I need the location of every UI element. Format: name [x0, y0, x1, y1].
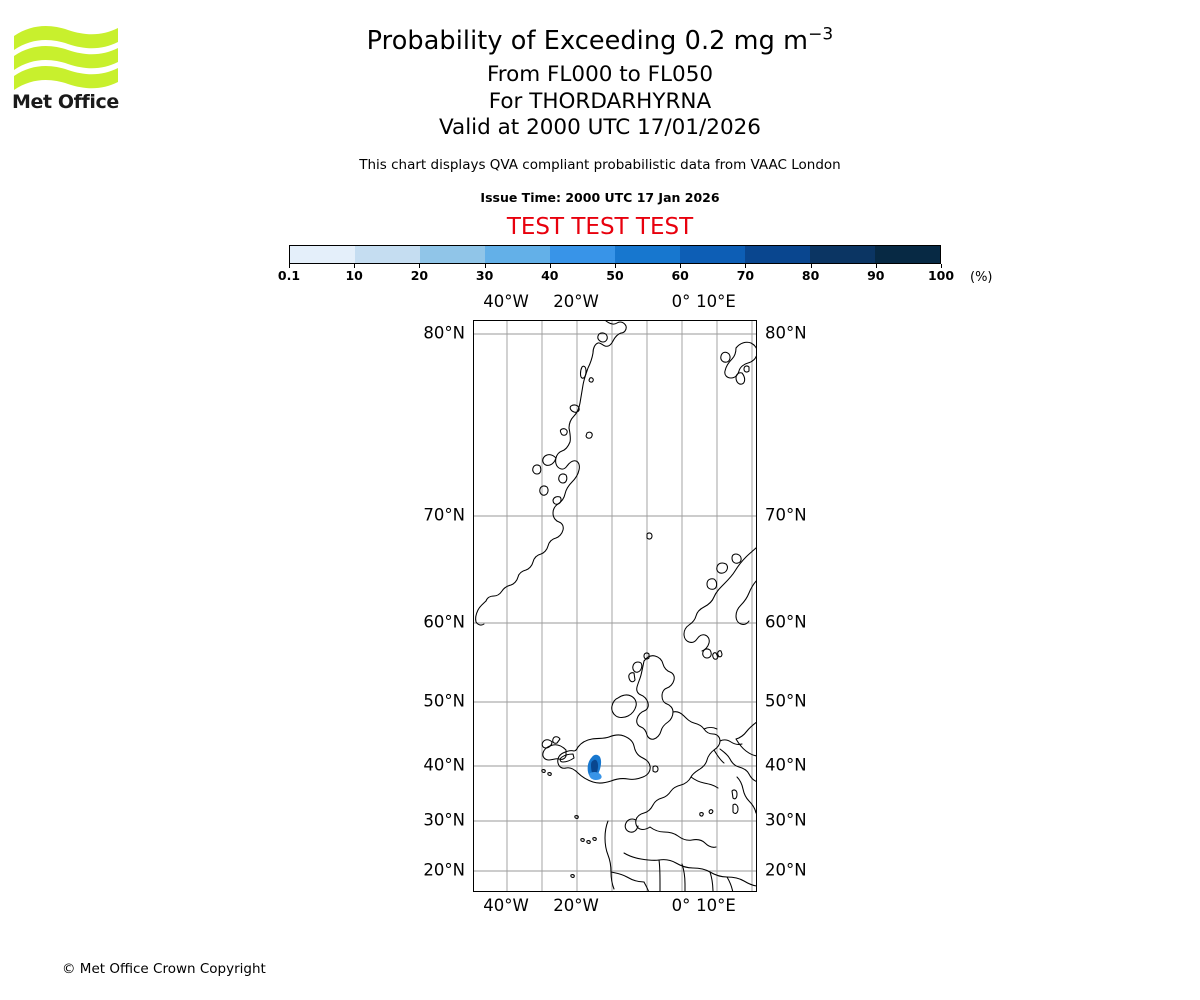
colorbar-segment-6 [680, 246, 745, 263]
colorbar-segment-5 [615, 246, 680, 263]
colorbar-ticklabel-20: 20 [410, 268, 429, 283]
colorbar-segment-8 [810, 246, 875, 263]
coastline-paths [475, 321, 756, 891]
lat-label-right-70°N: 70°N [765, 505, 807, 525]
volcanic-ash-plume [587, 754, 602, 780]
map-canvas [474, 321, 756, 891]
lat-label-left-30°N: 30°N [423, 810, 465, 830]
colorbar-tickmark-40 [549, 264, 551, 268]
colorbar-segment-7 [745, 246, 810, 263]
colorbar-tickmark-0.1 [289, 264, 290, 268]
colorbar-tickmark-30 [484, 264, 486, 268]
colorbar-tickmark-70 [745, 264, 747, 268]
issue-time: Issue Time: 2000 UTC 17 Jan 2026 [480, 190, 720, 205]
colorbar-ticklabel-30: 30 [475, 268, 494, 283]
met-office-waves-icon [14, 26, 118, 90]
lat-label-left-80°N: 80°N [423, 323, 465, 343]
colorbar-ticklabel-50: 50 [606, 268, 624, 283]
lat-label-right-40°N: 40°N [765, 755, 807, 775]
colorbar-segment-4 [550, 246, 615, 263]
lat-label-left-50°N: 50°N [423, 691, 465, 711]
map-plot-area[interactable] [473, 320, 757, 892]
met-office-logo [12, 22, 122, 117]
colorbar-ticklabel-0.1: 0.1 [277, 268, 301, 283]
valid-time: Valid at 2000 UTC 17/01/2026 [438, 115, 761, 140]
colorbar-tickmark-100 [941, 264, 942, 268]
colorbar-unit-label: (%) [970, 270, 993, 285]
colorbar-ticklabel-90: 90 [867, 268, 885, 283]
lon-label-top-20°W: 20°W [553, 292, 599, 311]
colorbar-segment-1 [355, 246, 420, 263]
colorbar-segment-2 [420, 246, 485, 263]
page-title-exponent: −3 [808, 24, 834, 45]
map-gridlines [474, 321, 756, 891]
colorbar-tickmark-80 [810, 264, 812, 268]
lat-label-right-80°N: 80°N [765, 323, 807, 343]
probability-colorbar [289, 245, 941, 264]
colorbar-segment-3 [485, 246, 550, 263]
colorbar-ticklabel-80: 80 [801, 268, 820, 283]
met-office-wordmark: Met Office [12, 91, 119, 113]
colorbar-ticklabel-10: 10 [345, 268, 363, 283]
colorbar-tickmark-10 [354, 264, 356, 268]
colorbar-ticklabel-40: 40 [541, 268, 559, 283]
lon-label-top-40°W: 40°W [483, 292, 529, 311]
colorbar-ticklabel-70: 70 [736, 268, 755, 283]
lat-label-left-20°N: 20°N [423, 860, 465, 880]
lat-label-right-50°N: 50°N [765, 691, 807, 711]
lon-label-top-0°: 0° [671, 292, 691, 311]
lat-label-right-20°N: 20°N [765, 860, 807, 880]
test-banner: TEST TEST TEST [506, 214, 694, 240]
colorbar-tick-axis: 0.1 10 20 30 40 50 60 70 80 90 100 [278, 264, 954, 284]
lat-label-right-30°N: 30°N [765, 810, 807, 830]
colorbar-ticklabel-100: 100 [927, 268, 955, 283]
lon-label-top-10°E: 10°E [696, 292, 736, 311]
lon-label-bottom-40°W: 40°W [483, 896, 529, 915]
lon-label-bottom-20°W: 20°W [553, 896, 599, 915]
volcano-name: For THORDARHYRNA [488, 89, 712, 114]
lat-label-left-60°N: 60°N [423, 612, 465, 632]
colorbar-segment-0 [290, 246, 355, 263]
colorbar-ticklabel-60: 60 [671, 268, 689, 283]
lon-label-bottom-10°E: 10°E [696, 896, 736, 915]
page-title-text: Probability of Exceeding 0.2 mg m [366, 26, 809, 56]
colorbar-tickmark-50 [615, 264, 616, 268]
lon-label-bottom-0°: 0° [671, 896, 691, 915]
colorbar-tickmark-20 [419, 264, 421, 268]
lat-label-left-70°N: 70°N [423, 505, 465, 525]
copyright-notice: © Met Office Crown Copyright [62, 961, 266, 977]
page-title: Probability of Exceeding 0.2 mg m−3 [0, 26, 1200, 56]
lat-label-left-40°N: 40°N [423, 755, 465, 775]
flight-level-range: From FL000 to FL050 [486, 62, 714, 87]
qva-note: This chart displays QVA compliant probab… [359, 157, 841, 173]
colorbar-segment-9 [875, 246, 940, 263]
lat-label-right-60°N: 60°N [765, 612, 807, 632]
colorbar-tickmark-90 [875, 264, 877, 268]
colorbar-tickmark-60 [680, 264, 682, 268]
